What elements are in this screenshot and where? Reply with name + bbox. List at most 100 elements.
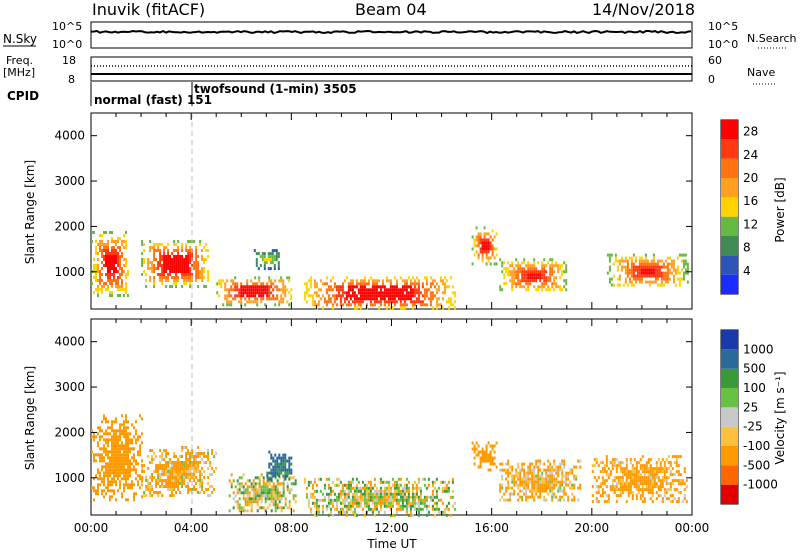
data-cell	[195, 270, 198, 273]
data-cell	[169, 467, 172, 470]
data-cell	[284, 474, 287, 478]
data-cell	[381, 279, 384, 283]
data-cell	[169, 494, 172, 497]
data-cell	[218, 294, 221, 298]
time-tick-label: 20:00	[575, 521, 610, 535]
data-cell	[262, 491, 265, 495]
data-cell	[179, 264, 182, 267]
data-cell	[197, 467, 200, 470]
data-cell	[648, 283, 651, 287]
data-cell	[669, 500, 672, 504]
data-cell	[337, 483, 340, 487]
data-cell	[292, 482, 295, 486]
data-cell	[447, 489, 450, 493]
data-cell	[201, 467, 204, 470]
data-cell	[389, 492, 392, 496]
data-cell	[628, 277, 631, 281]
data-cell	[595, 479, 598, 483]
data-cell	[636, 277, 639, 281]
data-cell	[417, 297, 420, 301]
data-cell	[115, 279, 117, 282]
data-cell	[189, 240, 192, 243]
data-cell	[123, 426, 125, 430]
data-cell	[169, 255, 172, 258]
data-cell	[325, 288, 328, 292]
data-cell	[244, 482, 247, 486]
data-cell	[375, 300, 378, 304]
data-cell	[649, 497, 652, 501]
data-cell	[165, 467, 168, 470]
data-cell	[389, 279, 392, 283]
data-cell	[153, 279, 156, 282]
data-cell	[109, 291, 111, 294]
data-cell	[648, 271, 651, 275]
data-cell	[163, 255, 166, 258]
data-cell	[642, 259, 645, 263]
data-cell	[557, 498, 560, 502]
data-cell	[638, 262, 641, 266]
data-cell	[391, 291, 394, 295]
data-cell	[171, 464, 174, 467]
data-cell	[377, 291, 380, 295]
data-cell	[167, 264, 170, 267]
data-cell	[549, 270, 552, 274]
data-cell	[397, 477, 400, 481]
data-cell	[267, 258, 270, 262]
data-cell	[353, 489, 356, 493]
data-cell	[123, 240, 125, 243]
data-cell	[177, 261, 180, 264]
data-cell	[387, 492, 390, 496]
data-cell	[475, 250, 478, 254]
data-cell	[274, 503, 277, 507]
data-cell	[135, 420, 137, 424]
data-cell	[173, 473, 176, 476]
data-cell	[165, 264, 168, 267]
data-cell	[111, 429, 113, 433]
data-cell	[379, 504, 382, 508]
data-cell	[256, 500, 259, 504]
data-cell	[631, 473, 634, 477]
data-cell	[149, 261, 152, 264]
data-cell	[513, 276, 516, 280]
data-cell	[157, 264, 160, 267]
data-cell	[277, 255, 280, 259]
data-cell	[93, 477, 95, 481]
data-cell	[161, 470, 164, 473]
data-cell	[475, 244, 478, 248]
data-cell	[614, 259, 617, 263]
data-cell	[429, 285, 432, 289]
data-cell	[395, 294, 398, 298]
data-cell	[405, 507, 408, 511]
time-tick-label: 16:00	[474, 521, 509, 535]
data-cell	[383, 303, 386, 307]
data-cell	[527, 285, 530, 289]
data-cell	[111, 426, 113, 430]
data-cell	[187, 482, 190, 485]
data-cell	[284, 471, 287, 475]
data-cell	[537, 270, 540, 274]
data-cell	[151, 476, 154, 479]
data-cell	[238, 476, 241, 480]
data-cell	[252, 288, 255, 292]
data-cell	[529, 462, 532, 466]
data-cell	[189, 270, 192, 273]
data-cell	[417, 510, 420, 514]
data-cell	[244, 303, 247, 307]
data-cell	[288, 276, 291, 280]
data-cell	[373, 294, 376, 298]
data-cell	[294, 500, 297, 504]
data-cell	[97, 471, 99, 475]
data-cell	[539, 480, 542, 484]
data-cell	[236, 482, 239, 486]
data-cell	[451, 303, 454, 307]
data-cell	[119, 450, 121, 454]
data-cell	[125, 231, 127, 234]
data-cell	[305, 492, 308, 496]
data-cell	[399, 303, 402, 307]
data-cell	[123, 471, 125, 475]
data-cell	[509, 279, 512, 283]
data-cell	[127, 420, 129, 424]
data-cell	[661, 485, 664, 489]
data-cell	[103, 450, 105, 454]
data-cell	[443, 288, 446, 292]
